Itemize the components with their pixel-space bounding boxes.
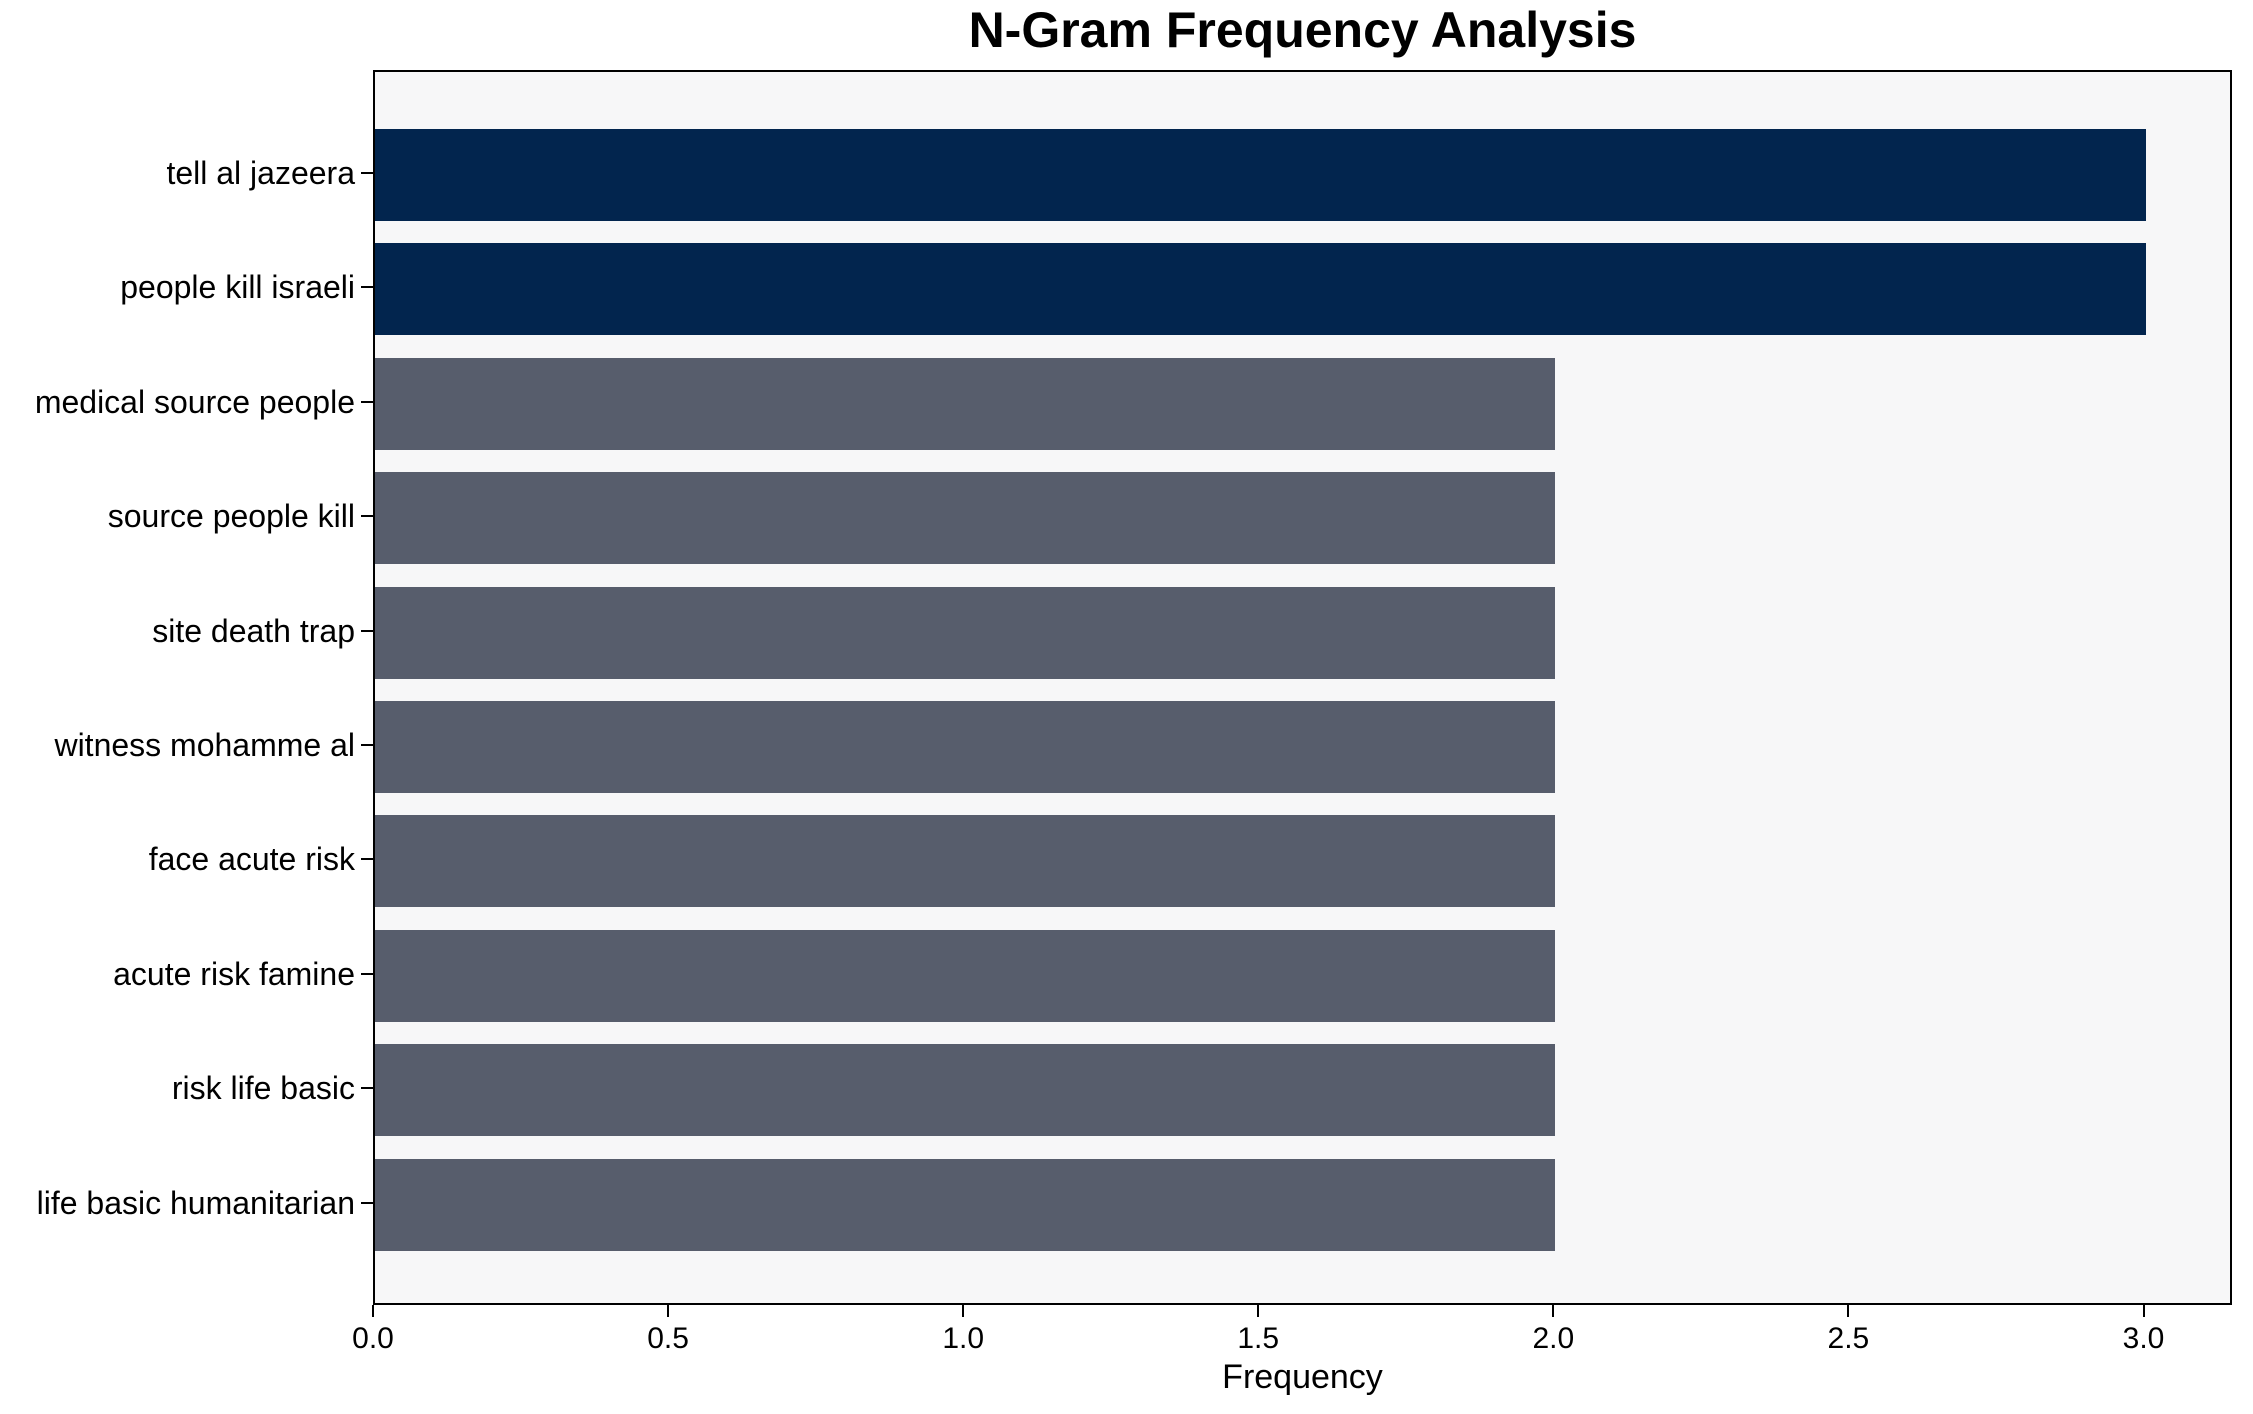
y-tick-label: people kill israeli — [120, 269, 355, 306]
y-tick-label: face acute risk — [148, 841, 355, 878]
x-tick-mark — [1257, 1305, 1260, 1317]
bar-tell-al-jazeera — [375, 129, 2146, 221]
chart-title: N-Gram Frequency Analysis — [968, 2, 1637, 58]
bar-witness-mohamme-al — [375, 701, 1556, 793]
bar-face-acute-risk — [375, 815, 1556, 908]
bar-risk-life-basic — [375, 1044, 1556, 1137]
x-tick-mark — [1847, 1305, 1850, 1317]
y-tick-label: site death trap — [152, 612, 355, 649]
y-tick-mark — [361, 744, 373, 746]
bar-medical-source-people — [375, 357, 1556, 450]
y-tick-mark — [361, 629, 373, 632]
y-tick-label: risk life basic — [171, 1070, 355, 1107]
bar-source-people-kill — [375, 472, 1556, 565]
y-tick-mark — [361, 286, 373, 289]
y-tick-mark — [361, 400, 373, 403]
y-tick-label: tell al jazeera — [166, 155, 355, 191]
bar-acute-risk-famine — [375, 929, 1556, 1022]
x-tick-label: 2.0 — [1532, 1322, 1575, 1355]
x-axis-title: Frequency — [1222, 1358, 1383, 1396]
x-tick-label: 1.0 — [942, 1322, 985, 1355]
x-tick-label: 0.5 — [647, 1322, 689, 1355]
x-tick-label: 1.5 — [1237, 1322, 1280, 1355]
y-tick-label: acute risk famine — [113, 955, 355, 992]
y-tick-mark — [361, 515, 373, 518]
y-tick-mark — [361, 972, 373, 975]
x-tick-mark — [2142, 1305, 2145, 1317]
y-tick-mark — [361, 1201, 373, 1204]
x-tick-mark — [667, 1305, 670, 1317]
x-tick-mark — [372, 1305, 374, 1317]
plot-area — [373, 70, 2232, 1305]
y-tick-mark — [361, 172, 373, 174]
x-tick-mark — [1552, 1305, 1555, 1317]
x-tick-mark — [962, 1305, 965, 1317]
y-tick-label: medical source people — [34, 383, 355, 420]
y-tick-label: witness mohamme al — [54, 727, 355, 763]
y-tick-label: source people kill — [107, 498, 355, 535]
y-tick-mark — [361, 1087, 373, 1090]
bar-site-death-trap — [375, 586, 1556, 679]
y-tick-label: life basic humanitarian — [36, 1184, 355, 1221]
x-tick-label: 3.0 — [2122, 1322, 2165, 1355]
x-tick-label: 2.5 — [1827, 1322, 1870, 1355]
y-tick-mark — [361, 858, 373, 861]
bar-people-kill-israeli — [375, 243, 2146, 336]
x-tick-label: 0.0 — [352, 1322, 394, 1355]
bar-life-basic-humanitarian — [375, 1158, 1556, 1251]
